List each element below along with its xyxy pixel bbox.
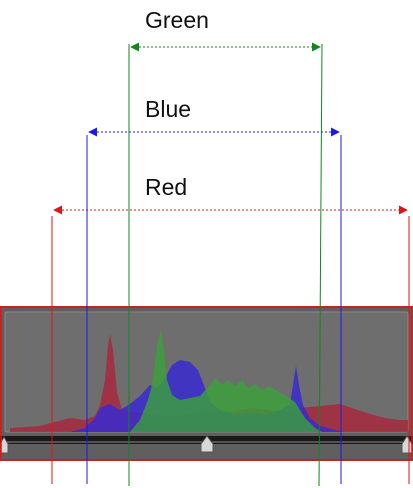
red-range-label: Red [145,174,188,200]
red-channel-outline [0,306,413,461]
red-range-lines [51,216,410,484]
green-range-lines [128,43,323,487]
histogram-panel [0,306,413,461]
green-right-line [318,43,323,487]
green-range-label: Green [145,7,209,33]
midtone-handle[interactable] [200,435,214,453]
blue-range-label: Blue [145,96,192,122]
blue-range-lines [86,135,342,484]
green-channel-area [130,330,322,432]
black-point-handle[interactable] [0,435,9,454]
